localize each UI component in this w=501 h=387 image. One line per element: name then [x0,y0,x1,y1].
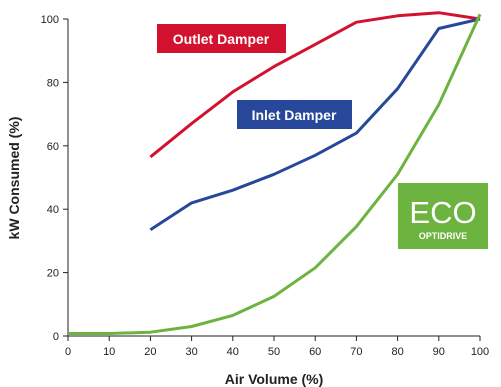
eco-optidrive-logo: ECO OPTIDRIVE [398,183,488,249]
x-tick-label: 70 [350,346,362,358]
y-tick-label: 20 [47,268,59,280]
x-tick-label: 30 [185,346,197,358]
eco-optidrive-logo-optidrive: OPTIDRIVE [419,231,468,241]
series-line-3 [68,13,482,335]
outlet-damper-label-text: Outlet Damper [173,31,270,47]
y-axis-title: kW Consumed (%) [6,117,22,240]
inlet-damper-label-text: Inlet Damper [252,107,337,123]
series [68,11,482,335]
inlet-damper-label-bg [237,100,352,129]
y-tick-label: 100 [41,14,59,26]
x-tick-label: 90 [433,346,445,358]
y-tick-label: 40 [47,204,59,216]
x-tick-label: 10 [103,346,115,358]
x-tick-label: 50 [268,346,280,358]
series-line-1 [149,11,481,159]
x-tick-label: 0 [65,346,71,358]
series-line-2 [149,17,481,232]
y-tick-label: 60 [47,141,59,153]
x-tick-label: 80 [391,346,403,358]
x-tick-label: 60 [309,346,321,358]
x-tick-label: 100 [471,346,489,358]
y-tick-label: 0 [53,331,59,343]
y-tick-label: 80 [47,77,59,89]
eco-optidrive-logo-eco: ECO [409,195,476,230]
inlet-damper-label: Inlet Damper [237,100,352,129]
x-tick-label: 20 [144,346,156,358]
outlet-damper-label-bg [157,24,286,53]
x-axis-title: Air Volume (%) [225,371,324,387]
x-tick-label: 40 [227,346,239,358]
ticks: 0 10 20 30 40 50 60 70 80 90 100 0 20 40 60 80 100 [41,14,490,358]
eco-optidrive-logo-bg [398,183,488,249]
outlet-damper-label: Outlet Damper [157,24,286,53]
